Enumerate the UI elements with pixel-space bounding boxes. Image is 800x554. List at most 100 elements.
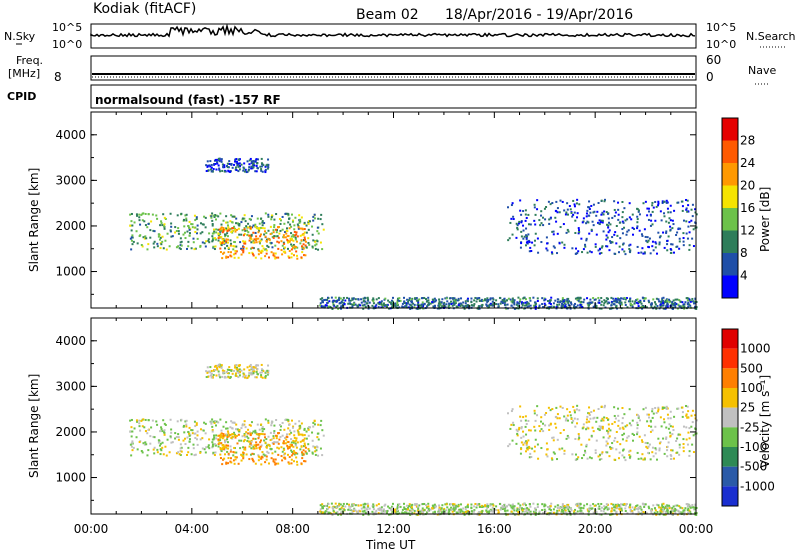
echo-cell — [570, 303, 573, 306]
echo-cell — [188, 234, 191, 237]
echo-cell — [669, 251, 672, 254]
echo-cell — [380, 303, 383, 306]
echo-cell — [252, 437, 255, 440]
echo-cell — [307, 428, 310, 431]
echo-cell — [690, 299, 693, 302]
echo-cell — [638, 213, 641, 216]
echo-cell — [544, 510, 547, 513]
echo-cell — [150, 426, 153, 429]
echo-cell — [238, 371, 241, 374]
echo-cell — [686, 505, 689, 508]
echo-cell — [290, 238, 293, 241]
echo-cell — [655, 242, 658, 245]
echo-cell — [548, 218, 551, 221]
echo-cell — [372, 300, 375, 303]
echo-cell — [507, 297, 510, 300]
echo-cell — [368, 306, 371, 309]
echo-cell — [608, 427, 611, 430]
echo-cell — [302, 453, 305, 456]
echo-cell — [516, 430, 519, 433]
colorbar-tick-label: 16 — [740, 201, 755, 215]
echo-cell — [245, 247, 248, 250]
echo-cell — [429, 302, 432, 305]
echo-cell — [532, 296, 535, 299]
echo-cell — [257, 455, 260, 458]
echo-cell — [577, 438, 580, 441]
echo-cell — [220, 450, 223, 453]
echo-cell — [682, 240, 685, 243]
echo-cell — [288, 227, 291, 230]
echo-cell — [352, 303, 355, 306]
echo-cell — [512, 505, 515, 508]
echo-cell — [647, 239, 650, 242]
echo-cell — [246, 229, 249, 232]
colorbar-swatch — [722, 368, 738, 388]
echo-cell — [689, 300, 692, 303]
echo-cell — [316, 432, 319, 435]
echo-cell — [252, 166, 255, 169]
echo-cell — [147, 222, 150, 225]
echo-cell — [528, 456, 531, 459]
echo-cell — [233, 462, 236, 465]
echo-cell — [558, 448, 561, 451]
echo-cell — [410, 300, 413, 303]
echo-cell — [658, 447, 661, 450]
echo-cell — [131, 449, 134, 452]
echo-cell — [266, 450, 269, 453]
echo-cell — [482, 505, 485, 508]
echo-cell — [219, 170, 222, 173]
echo-cell — [659, 441, 662, 444]
echo-cell — [187, 225, 190, 228]
echo-cell — [586, 297, 589, 300]
echo-cell — [405, 508, 408, 511]
echo-cell — [226, 228, 229, 231]
echo-cell — [549, 203, 552, 206]
echo-cell — [658, 241, 661, 244]
echo-cell — [292, 425, 295, 428]
echo-cell — [387, 505, 390, 508]
echo-cell — [244, 374, 247, 377]
echo-cell — [295, 240, 298, 243]
echo-cell — [595, 420, 598, 423]
echo-cell — [611, 447, 614, 450]
echo-cell — [615, 505, 618, 508]
echo-cell — [237, 158, 240, 161]
echo-cell — [688, 303, 691, 306]
echo-cell — [214, 451, 217, 454]
echo-cell — [567, 509, 570, 512]
echo-cell — [534, 438, 537, 441]
echo-cell — [367, 504, 370, 507]
echo-cell — [212, 163, 215, 166]
echo-cell — [661, 408, 664, 411]
echo-cell — [687, 431, 690, 434]
nave-right-tick-top: 60 — [706, 53, 721, 67]
echo-cell — [538, 304, 541, 307]
echo-cell — [453, 503, 456, 506]
echo-cell — [536, 443, 539, 446]
echo-cell — [540, 214, 543, 217]
echo-cell — [252, 368, 255, 371]
echo-cell — [250, 161, 253, 164]
echo-cell — [267, 246, 270, 249]
echo-cell — [552, 230, 555, 233]
echo-cell — [211, 240, 214, 243]
echo-cell — [300, 445, 303, 448]
echo-cell — [523, 441, 526, 444]
echo-cell — [621, 406, 624, 409]
echo-cell — [281, 459, 284, 462]
echo-cell — [579, 503, 582, 506]
echo-cell — [396, 301, 399, 304]
echo-cell — [282, 236, 285, 239]
echo-cell — [164, 239, 167, 242]
echo-cell — [421, 304, 424, 307]
echo-cell — [631, 432, 634, 435]
echo-cell — [391, 509, 394, 512]
echo-cell — [441, 298, 444, 301]
echo-cell — [322, 434, 325, 437]
echo-cell — [559, 199, 562, 202]
echo-cell — [631, 226, 634, 229]
echo-cell — [351, 303, 354, 306]
echo-cell — [674, 511, 677, 514]
echo-cell — [561, 447, 564, 450]
echo-cell — [550, 511, 553, 514]
